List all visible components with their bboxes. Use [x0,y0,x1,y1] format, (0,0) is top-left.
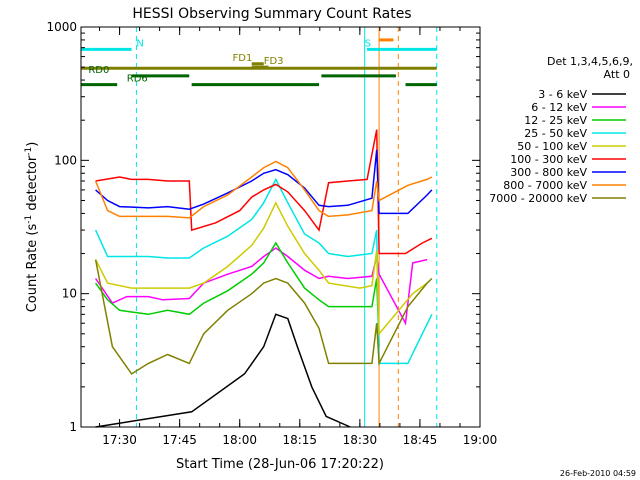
x-axis-label: Start Time (28-Jun-06 17:20:22) [176,457,384,472]
y-axis-label-part: ) [25,142,40,147]
x-tick-label: 18:00 [222,433,257,447]
generated-timestamp: 26-Feb-2010 04:59 [560,469,636,478]
y-tick-label: 1 [69,420,77,434]
series-line [94,160,433,219]
series-line [95,129,433,255]
chart-title: HESSI Observing Summary Count Rates [132,6,411,22]
series-line [94,201,428,336]
legend-entry-label: 300 - 800 keV [510,166,587,179]
y-axis-label-part: detector [25,155,40,215]
x-tick-label: 17:30 [102,433,137,447]
flag-label: RD6 [127,74,148,85]
y-axis-label-sup: -1 [24,147,34,156]
series-line [94,241,380,347]
flag-label: S [365,38,371,49]
y-tick-label: 10 [62,287,77,301]
plot-frame [80,26,481,428]
series-line [95,313,351,428]
y-tick-label: 100 [54,153,77,167]
series-line [94,259,433,375]
x-tick-label: 18:45 [403,433,438,447]
flag-label: RD0 [88,65,109,76]
series-line [94,177,433,365]
legend-header-line2: Att 0 [604,68,630,81]
flag-label: FD1 [233,53,253,64]
legend-entry-label: 800 - 7000 keV [503,179,587,192]
x-tick-label: 18:30 [343,433,378,447]
legend-entry-label: 100 - 300 keV [510,153,587,166]
legend-entry-label: 25 - 50 keV [524,127,587,140]
legend-entry-label: 6 - 12 keV [531,101,587,114]
axes-layer: 17:30 17:45 18:00 18:15 18:30 18:45 19:00 1 10 10… [46,20,497,447]
legend-entry-label: 12 - 25 keV [524,114,587,127]
y-tick-label: 1000 [46,20,77,34]
y-axis-label-sup: -1 [24,215,34,224]
legend-header-line1: Det 1,3,4,5,6,9, [547,55,633,68]
series-line [95,149,433,215]
x-tick-label: 19:00 [463,433,498,447]
legend-entry-label: 50 - 100 keV [517,140,587,153]
plot-data-layer: N S FD1 FD3 RD0 RD6 [81,27,438,428]
legend-entry-label: 3 - 6 keV [538,88,587,101]
x-tick-label: 17:45 [162,433,197,447]
flag-label: FD3 [264,56,284,67]
legend-entry-label: 7000 - 20000 keV [489,192,587,205]
y-axis-label-part: Count Rate (s [25,224,40,313]
y-axis-label: Count Rate (s-1 detector-1) [24,142,40,313]
x-tick-label: 18:15 [282,433,317,447]
flag-label: N [136,38,143,49]
